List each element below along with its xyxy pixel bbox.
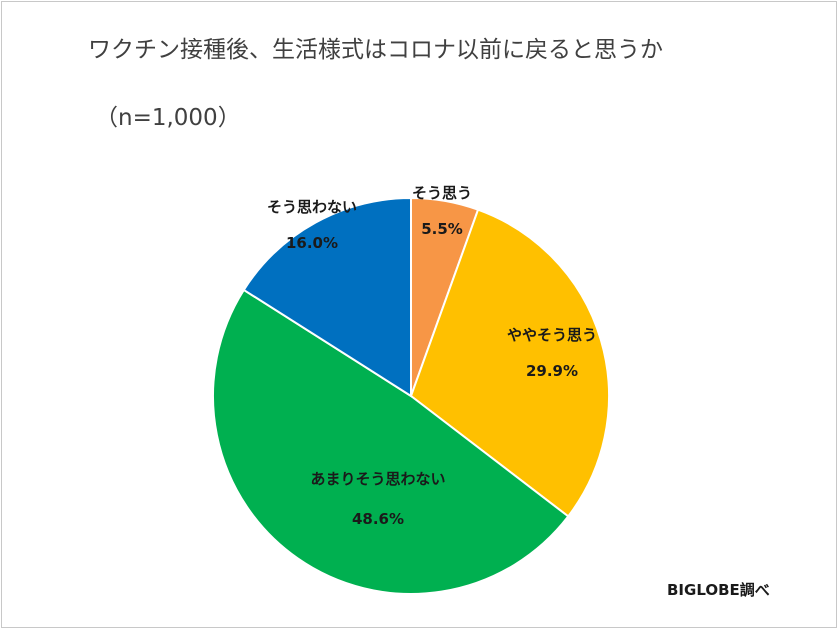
slice-amari-sou-omowanai — [212, 288, 570, 595]
pie-labels: そう思う 5.5% ややそう思う 29.9% あまりそう思わない 48.6% そう思わない 1… — [267, 184, 597, 528]
slice-yaya-sou-omou — [409, 208, 610, 518]
slice-value-label: 48.6% — [352, 510, 404, 528]
slice-sou-omowanai — [242, 196, 412, 398]
chart-title: ワクチン接種後、生活様式はコロナ以前に戻ると思うか — [88, 37, 663, 63]
slice-value-label: 16.0% — [286, 234, 338, 252]
slice-category-label: ややそう思う — [507, 326, 597, 344]
chart-subtitle: （n=1,000） — [95, 105, 241, 131]
slice-value-label: 5.5% — [421, 220, 463, 238]
slice-value-label: 29.9% — [526, 362, 578, 380]
slice-category-label: あまりそう思わない — [310, 470, 445, 488]
source-note: BIGLOBE調べ — [667, 581, 770, 599]
slice-category-label: そう思わない — [267, 198, 357, 216]
pie-slices — [212, 196, 610, 595]
slice-category-label: そう思う — [412, 184, 472, 202]
